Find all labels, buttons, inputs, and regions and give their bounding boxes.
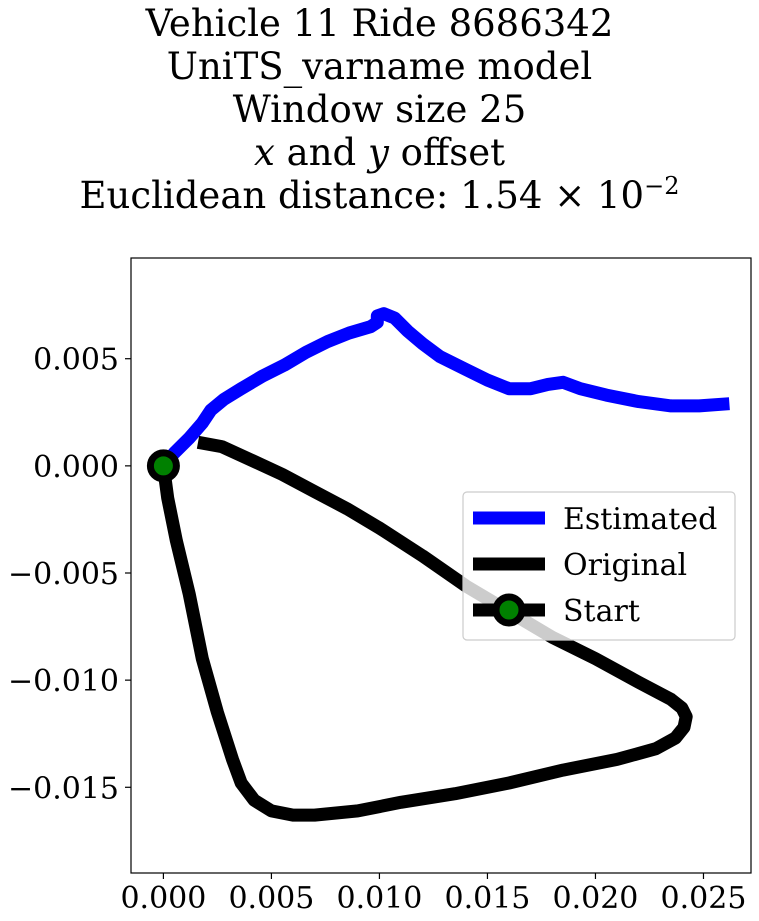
x-tick-label: 0.005 <box>228 881 314 916</box>
x-tick-label: 0.015 <box>445 881 531 916</box>
legend-box <box>462 491 736 641</box>
axis-ticks: 0.000 0.005 0.010 0.015 0.020 0.025 0.005 0.000… <box>8 343 746 916</box>
legend-label-estimated: Estimated <box>563 502 717 537</box>
title-and: and <box>274 131 368 174</box>
title-line-4: x and y offset <box>0 131 759 175</box>
y-tick-label: 0.000 <box>33 450 119 485</box>
title-line-1: Vehicle 11 Ride 8686342 <box>145 2 614 45</box>
title-exponent: −2 <box>644 172 680 200</box>
x-tick-label: 0.010 <box>336 881 422 916</box>
x-tick-label: 0.020 <box>553 881 639 916</box>
title-var-x: x <box>254 131 275 174</box>
y-tick-label: 0.005 <box>33 343 119 378</box>
legend-start-marker <box>492 593 526 627</box>
y-tick-label: −0.010 <box>8 664 119 699</box>
title-distance: Euclidean distance: 1.54 × 10 <box>79 174 645 217</box>
x-tick-label: 0.025 <box>661 881 747 916</box>
legend-label-start: Start <box>563 594 640 629</box>
title-line-5: Euclidean distance: 1.54 × 10−2 <box>0 174 759 218</box>
title-offset: offset <box>388 131 505 174</box>
x-tick-label: 0.000 <box>120 881 206 916</box>
title-line-2: UniTS_varname model <box>166 45 593 88</box>
series-line-original <box>156 435 693 822</box>
plot-area <box>146 307 730 822</box>
title-line-3: Window size 25 <box>232 88 527 131</box>
axes-frame <box>130 257 752 874</box>
legend-label-original: Original <box>563 548 687 583</box>
series-line-estimated <box>158 307 730 471</box>
y-tick-label: −0.005 <box>8 557 119 592</box>
title-var-y: y <box>368 131 389 174</box>
start-marker <box>146 449 180 483</box>
legend: Estimated Original Start <box>462 491 736 641</box>
y-tick-label: −0.015 <box>8 771 119 806</box>
